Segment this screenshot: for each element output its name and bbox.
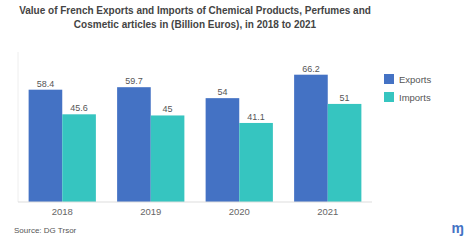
chart: Value of French Exports and Imports of C… (0, 0, 474, 238)
bars (29, 75, 362, 202)
chart-container: Value of French Exports and Imports of C… (0, 0, 474, 238)
x-tick-label: 2020 (229, 206, 250, 217)
title: Value of French Exports and Imports of C… (19, 5, 371, 30)
y-axis-line (18, 52, 19, 202)
bar (62, 114, 96, 202)
bar (328, 104, 362, 202)
bar (239, 123, 273, 202)
data-label: 58.4 (37, 79, 55, 89)
legend-swatch (384, 92, 394, 102)
data-label: 45.6 (70, 103, 88, 113)
watermark: ɱ (452, 220, 464, 236)
data-label: 66.2 (302, 64, 320, 74)
bar (151, 115, 185, 202)
data-label: 59.7 (125, 76, 143, 86)
x-tick-label: 2019 (140, 206, 161, 217)
bar (117, 87, 151, 202)
source-note: Source: DG Trsor (14, 226, 77, 235)
legend: Exports Imports (384, 74, 431, 103)
data-label: 51 (340, 93, 350, 103)
legend-label: Imports (399, 92, 431, 103)
data-labels: 58.4 59.7 54 66.2 45.6 45 41.1 51 (37, 64, 350, 122)
x-tick-label: 2018 (52, 206, 73, 217)
bar (29, 90, 63, 202)
x-tick-label: 2021 (317, 206, 338, 217)
legend-swatch (384, 74, 394, 84)
bar (206, 98, 240, 202)
data-label: 41.1 (247, 112, 265, 122)
x-axis-line (18, 202, 372, 203)
legend-label: Exports (399, 74, 431, 85)
bar (294, 75, 328, 202)
data-label: 54 (217, 87, 227, 97)
data-label: 45 (163, 104, 173, 114)
